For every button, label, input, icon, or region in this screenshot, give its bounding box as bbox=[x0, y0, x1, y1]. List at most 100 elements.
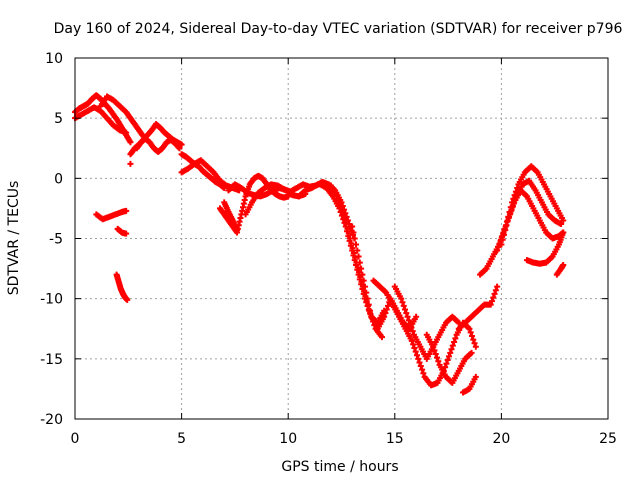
y-tick-label: -5 bbox=[49, 232, 63, 248]
data-point bbox=[432, 351, 439, 358]
x-tick-label: 0 bbox=[71, 431, 80, 447]
data-point bbox=[490, 294, 497, 301]
x-tick-label: 25 bbox=[599, 431, 617, 447]
data-point bbox=[341, 219, 348, 226]
data-point bbox=[500, 231, 507, 238]
data-point bbox=[398, 295, 405, 302]
data-point bbox=[470, 336, 477, 343]
data-point bbox=[435, 358, 442, 365]
y-tick-label: -20 bbox=[40, 412, 63, 428]
data-point bbox=[499, 236, 506, 243]
data-point bbox=[504, 217, 511, 224]
data-point bbox=[408, 324, 415, 331]
data-point bbox=[503, 222, 510, 229]
data-point bbox=[560, 261, 567, 268]
data-point bbox=[415, 355, 422, 362]
x-tick-label: 20 bbox=[492, 431, 510, 447]
data-point bbox=[430, 343, 437, 350]
data-point bbox=[451, 338, 458, 345]
x-tick-label: 5 bbox=[177, 431, 186, 447]
data-point bbox=[127, 160, 134, 167]
x-tick-label: 15 bbox=[386, 431, 404, 447]
data-point bbox=[382, 310, 389, 317]
x-tick-label: 10 bbox=[279, 431, 297, 447]
data-point bbox=[471, 340, 478, 347]
data-point bbox=[342, 223, 349, 230]
series-track-s bbox=[460, 373, 479, 396]
data-point bbox=[416, 359, 423, 366]
data-point bbox=[352, 241, 359, 248]
data-point bbox=[487, 301, 494, 308]
data-point bbox=[492, 287, 499, 294]
data-point bbox=[494, 247, 501, 254]
series-track-cc bbox=[221, 199, 241, 234]
series-track-r bbox=[455, 283, 501, 332]
data-point bbox=[352, 261, 359, 268]
data-point bbox=[448, 346, 455, 353]
data-point bbox=[417, 363, 424, 370]
data-point bbox=[234, 227, 241, 234]
series-track-z bbox=[113, 271, 131, 303]
series-track-h bbox=[216, 172, 292, 236]
series-track-v bbox=[498, 187, 567, 248]
data-point bbox=[560, 229, 567, 236]
data-point bbox=[354, 247, 361, 254]
data-point bbox=[508, 206, 515, 213]
series-track-c bbox=[97, 93, 147, 140]
series-track-q bbox=[423, 331, 475, 386]
data-point bbox=[491, 290, 498, 297]
data-point bbox=[419, 366, 426, 373]
data-point bbox=[358, 281, 365, 288]
data-point bbox=[413, 313, 420, 320]
grid bbox=[75, 58, 608, 419]
data-point bbox=[407, 320, 414, 327]
y-tick-label: 5 bbox=[54, 111, 63, 127]
data-point bbox=[363, 289, 370, 296]
y-tick-label: -10 bbox=[40, 292, 63, 308]
data-point bbox=[359, 271, 366, 278]
data-point bbox=[360, 277, 367, 284]
data-point bbox=[346, 237, 353, 244]
data-point bbox=[350, 229, 357, 236]
data-point bbox=[336, 205, 343, 212]
data-point bbox=[351, 235, 358, 242]
data-point bbox=[345, 233, 352, 240]
series-track-bb bbox=[127, 160, 134, 167]
data-point bbox=[494, 283, 501, 290]
series-track-b bbox=[72, 104, 130, 136]
series-track-o bbox=[391, 283, 462, 362]
data-point bbox=[468, 332, 475, 339]
data-point bbox=[349, 247, 356, 254]
data-point bbox=[338, 212, 345, 219]
data-point bbox=[379, 334, 386, 341]
data-point bbox=[405, 317, 412, 324]
data-point bbox=[403, 310, 410, 317]
series-track-f bbox=[178, 151, 228, 191]
data-point bbox=[472, 343, 479, 350]
series-track-y bbox=[93, 207, 130, 223]
data-point bbox=[356, 276, 363, 283]
data-point bbox=[468, 349, 475, 356]
data-point bbox=[412, 348, 419, 355]
data-point bbox=[413, 352, 420, 359]
data-point bbox=[400, 302, 407, 309]
data-point bbox=[356, 259, 363, 266]
data-point bbox=[344, 228, 351, 235]
data-point bbox=[347, 242, 354, 249]
data-point bbox=[489, 298, 496, 305]
data-point bbox=[506, 213, 513, 220]
data-point bbox=[434, 354, 441, 361]
data-point bbox=[558, 221, 565, 228]
data-point bbox=[498, 241, 505, 248]
data-point bbox=[123, 207, 130, 214]
data-point bbox=[444, 357, 451, 364]
series-track-x bbox=[553, 261, 567, 278]
axis-ticks: 0 5 10 15 20 25 10 5 0 -5 -10 -15 -20 bbox=[40, 51, 617, 447]
data-point bbox=[123, 230, 130, 237]
data-point bbox=[509, 203, 516, 210]
data-point bbox=[467, 329, 474, 336]
data-point bbox=[381, 313, 388, 320]
data-point bbox=[408, 337, 415, 344]
data-point bbox=[358, 265, 365, 272]
